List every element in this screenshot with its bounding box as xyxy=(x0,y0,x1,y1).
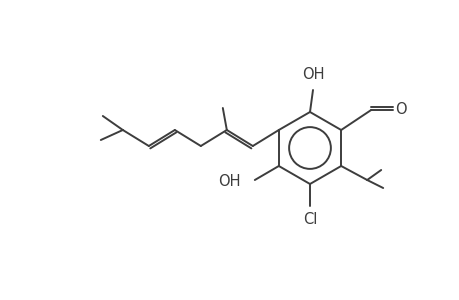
Text: OH: OH xyxy=(301,67,324,82)
Text: OH: OH xyxy=(218,175,241,190)
Text: O: O xyxy=(394,101,406,116)
Text: Cl: Cl xyxy=(302,212,317,227)
